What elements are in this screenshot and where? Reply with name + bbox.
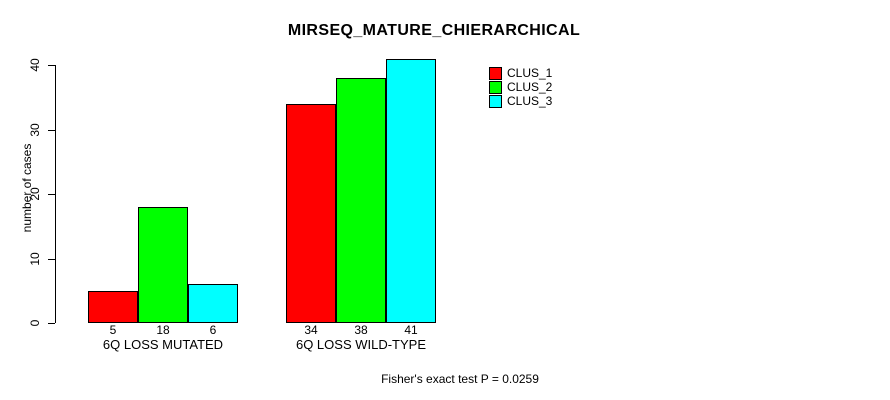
legend-swatch-clus_1 [489, 67, 502, 80]
legend-item-label: CLUS_3 [507, 94, 553, 108]
bar-value-label: 41 [404, 323, 418, 337]
y-axis-tick [48, 194, 55, 195]
legend-swatch-clus_3 [489, 95, 502, 108]
bar-value-label: 38 [354, 323, 368, 337]
bar-clus_2-group1 [138, 207, 188, 323]
bar-clus_1-group2 [286, 104, 336, 323]
legend-item-label: CLUS_2 [507, 80, 553, 94]
x-axis-category-label: 6Q LOSS MUTATED [102, 337, 224, 352]
y-axis-line [55, 65, 56, 323]
legend-item-label: CLUS_1 [507, 66, 553, 80]
legend-item: CLUS_2 [489, 81, 552, 94]
bar-clus_3-group2 [386, 59, 436, 323]
legend-swatch-clus_2 [489, 81, 502, 94]
legend-item: CLUS_3 [489, 95, 552, 108]
bar-value-label: 5 [109, 323, 117, 337]
legend: CLUS_1 CLUS_2 CLUS_3 [489, 67, 552, 109]
y-axis-tick-label: 40 [28, 58, 42, 72]
y-axis-tick-label: 20 [28, 187, 42, 201]
bar-clus_3-group1 [188, 284, 238, 323]
annotation-text: Fisher's exact test P = 0.0259 [381, 372, 539, 386]
bar-clus_1-group1 [88, 291, 138, 323]
bar-value-label: 34 [304, 323, 318, 337]
y-axis-tick [48, 65, 55, 66]
y-axis-tick-label: 0 [28, 319, 42, 327]
y-axis-tick [48, 130, 55, 131]
legend-item: CLUS_1 [489, 67, 552, 80]
y-axis-tick-label: 10 [28, 252, 42, 266]
bar-clus_2-group2 [336, 78, 386, 323]
x-axis-category-label: 6Q LOSS WILD-TYPE [295, 337, 427, 352]
chart-title: MIRSEQ_MATURE_CHIERARCHICAL [287, 22, 581, 39]
y-axis-tick-label: 30 [28, 123, 42, 137]
bar-value-label: 6 [209, 323, 217, 337]
y-axis-tick [48, 323, 55, 324]
y-axis-tick [48, 259, 55, 260]
bar-value-label: 18 [156, 323, 170, 337]
